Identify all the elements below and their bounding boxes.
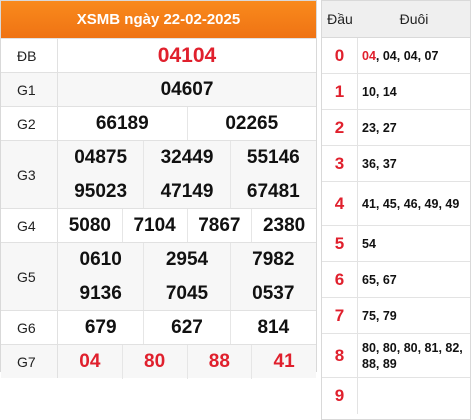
prize-number: 02265 (186, 107, 317, 141)
prize-row-g4: G4 5080 7104 7867 2380 (1, 208, 316, 243)
head-digit: 7 (322, 298, 358, 333)
head-row-2: 2 23, 27 (322, 110, 470, 146)
tail-rest: 54 (362, 236, 376, 251)
prize-label: G7 (1, 345, 58, 378)
prize-number: 04875 (74, 147, 128, 168)
tail-rest: , 04, 04, 07 (375, 48, 439, 63)
prize-number: 55146 (229, 141, 316, 175)
prize-number: 627 (143, 311, 229, 345)
prize-row-g1: G1 04607 (1, 72, 316, 106)
prize-label: ĐB (1, 39, 58, 72)
head-tail-header: Đầu Đuôi (322, 1, 470, 38)
head-tail-table: Đầu Đuôi 0 04, 04, 04, 07 1 10, 14 2 23, 27 3 3… (321, 0, 471, 420)
prize-label: G5 (1, 243, 58, 310)
head-row-5: 5 54 (322, 226, 470, 262)
prize-number: 04607 (160, 79, 214, 100)
prize-row-g2: G2 66189 02265 (1, 106, 317, 141)
prize-row-g7: G7 04 80 88 41 (1, 344, 316, 379)
prize-row-đb: ĐB 04104 (1, 38, 316, 72)
prize-number: 2380 (251, 209, 316, 243)
results-table: XSMB ngày 22-02-2025 ĐB 04104 G1 04607 G2 661… (0, 0, 317, 379)
head-digit: 4 (322, 182, 358, 225)
tail-values: 54 (362, 226, 466, 261)
prize-number: 47149 (143, 175, 229, 209)
tail-values: 23, 27 (362, 110, 466, 145)
prize-row-g5: G5 0610 2954 7982 9136 7045 0537 (1, 242, 316, 311)
prize-label: G1 (1, 73, 58, 106)
head-digit: 6 (322, 262, 358, 297)
head-digit: 9 (322, 378, 358, 414)
tail-values: 04, 04, 04, 07 (362, 38, 466, 73)
prize-number: 679 (84, 317, 117, 338)
prize-label: G3 (1, 141, 58, 208)
prize-number: 80 (121, 345, 187, 379)
prize-number: 95023 (74, 181, 128, 202)
prize-row-g6: G6 679 627 814 (1, 310, 316, 345)
prize-label: G4 (1, 209, 58, 242)
prize-number: 7982 (229, 243, 316, 277)
prize-number: 7045 (143, 277, 229, 311)
prize-number: 0537 (229, 277, 316, 311)
prize-number: 0610 (79, 249, 122, 270)
head-row-8: 8 80, 80, 80, 81, 82, 88, 89 (322, 334, 470, 378)
tail-values: 75, 79 (362, 298, 466, 333)
tail-column-label: Đuôi (399, 11, 429, 27)
tail-rest: 36, 37 (362, 156, 397, 171)
head-digit: 1 (322, 74, 358, 109)
tail-rest: 80, 80, 80, 81, 82, 88, 89 (362, 340, 463, 371)
prize-number: 7867 (186, 209, 252, 243)
tail-values: 65, 67 (362, 262, 466, 297)
head-row-9: 9 (322, 378, 470, 414)
tail-rest: 10, 14 (362, 84, 397, 99)
prize-label: G2 (1, 107, 58, 140)
head-digit: 3 (322, 146, 358, 181)
prize-label: G6 (1, 311, 58, 344)
head-row-7: 7 75, 79 (322, 298, 470, 334)
prize-number: 88 (186, 345, 252, 379)
head-column-label: Đầu (327, 11, 353, 27)
tail-rest: 23, 27 (362, 120, 397, 135)
tail-values: 41, 45, 46, 49, 49 (362, 182, 466, 225)
prize-number: 67481 (229, 175, 316, 209)
tail-values (362, 378, 466, 414)
head-row-6: 6 65, 67 (322, 262, 470, 298)
prize-row-g3: G3 04875 32449 55146 95023 47149 67481 (1, 140, 316, 209)
head-row-1: 1 10, 14 (322, 74, 470, 110)
head-digit: 2 (322, 110, 358, 145)
tail-rest: 41, 45, 46, 49, 49 (362, 196, 460, 211)
head-row-0: 0 04, 04, 04, 07 (322, 38, 470, 74)
prize-number: 04104 (157, 44, 217, 67)
tail-values: 36, 37 (362, 146, 466, 181)
prize-number: 66189 (95, 113, 149, 134)
prize-number: 814 (229, 311, 316, 345)
prize-number: 7104 (121, 209, 187, 243)
prize-number: 2954 (143, 243, 229, 277)
prize-number: 5080 (68, 215, 112, 236)
head-digit: 8 (322, 334, 358, 377)
prize-number: 04 (79, 351, 101, 372)
prize-number: 9136 (79, 283, 122, 304)
prize-number: 41 (251, 345, 316, 379)
head-row-3: 3 36, 37 (322, 146, 470, 182)
results-title: XSMB ngày 22-02-2025 (1, 1, 316, 38)
tail-values: 10, 14 (362, 74, 466, 109)
head-digit: 0 (322, 38, 358, 73)
tail-rest: 75, 79 (362, 308, 397, 323)
head-digit: 5 (322, 226, 358, 261)
tail-highlight: 04 (362, 48, 376, 63)
tail-values: 80, 80, 80, 81, 82, 88, 89 (362, 334, 466, 377)
head-row-4: 4 41, 45, 46, 49, 49 (322, 182, 470, 226)
tail-rest: 65, 67 (362, 272, 397, 287)
prize-number: 32449 (143, 141, 229, 175)
